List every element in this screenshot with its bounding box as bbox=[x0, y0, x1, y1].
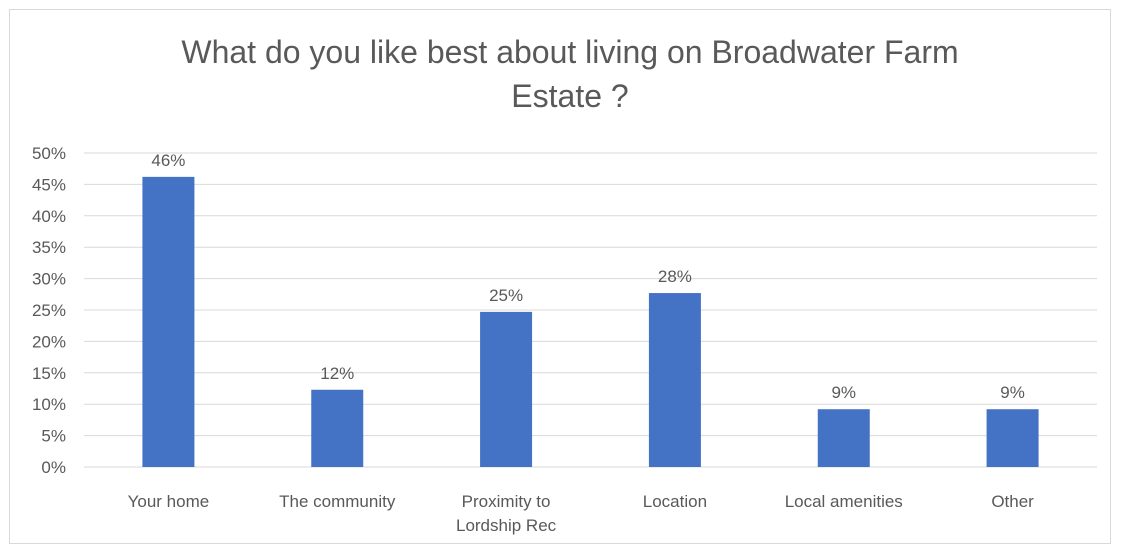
category-label: Location bbox=[643, 492, 707, 511]
bar bbox=[142, 176, 195, 467]
y-tick-label: 25% bbox=[32, 301, 66, 320]
data-label: 9% bbox=[1000, 383, 1025, 402]
bar bbox=[311, 389, 364, 467]
chart-title: What do you like best about living on Br… bbox=[0, 30, 1121, 118]
bar bbox=[986, 409, 1039, 467]
y-tick-label: 5% bbox=[41, 427, 66, 446]
category-label: Proximity to Lordship Rec bbox=[456, 492, 557, 535]
y-tick-label: 20% bbox=[32, 332, 66, 351]
chart-title-line-1: What do you like best about living on Br… bbox=[181, 34, 959, 70]
x-axis-category-labels: Your home The community Proximity to Lordsh… bbox=[128, 492, 1035, 535]
y-tick-label: 0% bbox=[41, 458, 66, 477]
data-label: 46% bbox=[151, 151, 185, 170]
y-tick-label: 50% bbox=[32, 144, 66, 163]
y-axis-tick-labels: 0% 5% 10% 15% 20% 25% 30% 35% 40% 45% 50% bbox=[32, 144, 66, 477]
data-label: 9% bbox=[831, 383, 856, 402]
category-label: Other bbox=[991, 492, 1034, 511]
y-tick-label: 45% bbox=[32, 175, 66, 194]
category-label: Your home bbox=[128, 492, 210, 511]
category-label: The community bbox=[279, 492, 396, 511]
data-label: 25% bbox=[489, 286, 523, 305]
bar bbox=[480, 311, 533, 467]
y-tick-label: 35% bbox=[32, 238, 66, 257]
bar bbox=[817, 409, 870, 467]
y-tick-label: 40% bbox=[32, 207, 66, 226]
bars bbox=[142, 176, 1039, 467]
data-label: 12% bbox=[320, 364, 354, 383]
category-label: Local amenities bbox=[785, 492, 903, 511]
data-labels: 46% 12% 25% 28% 9% 9% bbox=[151, 151, 1024, 402]
chart-title-line-2: Estate ? bbox=[511, 78, 629, 114]
y-tick-label: 30% bbox=[32, 270, 66, 289]
bar bbox=[648, 293, 701, 467]
y-tick-label: 15% bbox=[32, 364, 66, 383]
data-label: 28% bbox=[658, 267, 692, 286]
gridlines bbox=[84, 152, 1097, 468]
y-tick-label: 10% bbox=[32, 395, 66, 414]
